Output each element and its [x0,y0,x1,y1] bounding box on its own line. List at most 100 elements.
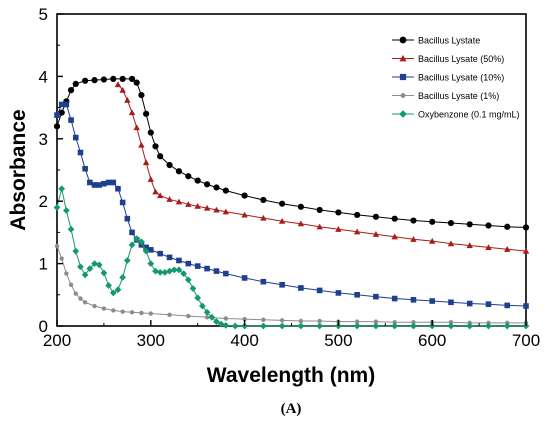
data-point [503,322,511,330]
data-point [148,247,154,253]
data-point [100,269,108,277]
data-point [194,177,201,184]
data-point [184,276,192,284]
data-point [222,187,229,194]
data-point [129,229,135,236]
data-point [372,213,380,220]
data-point [64,271,69,276]
y-tick-label: 1 [39,255,48,274]
data-point [101,306,107,311]
data-point [391,295,398,302]
data-point [208,313,216,321]
data-point [260,278,267,285]
data-point [101,180,107,187]
series-1 [53,75,530,231]
series-layer [53,75,530,330]
data-point [156,268,164,276]
data-point [448,299,454,306]
data-point [157,250,163,257]
data-point [278,322,286,330]
data-point [186,313,191,319]
data-point [59,256,64,261]
y-tick-label: 5 [39,5,48,24]
x-tick-label: 200 [43,331,71,350]
data-point [167,312,172,317]
data-point [354,292,360,298]
legend-label: Bacillus Lysate (50%) [418,54,504,64]
legend-marker [399,54,407,62]
data-point [139,310,144,316]
data-point [391,322,399,330]
series-line [56,78,527,228]
data-point [335,209,342,216]
data-point [259,322,267,330]
data-point [317,318,322,324]
data-point [152,267,159,275]
data-point [298,285,304,291]
data-point [297,322,305,330]
data-point [133,235,141,243]
data-point [316,287,323,294]
data-point [203,308,211,316]
data-point [175,168,183,175]
data-point [166,161,173,169]
data-point [241,211,248,218]
data-point [316,206,323,214]
data-point [166,196,173,202]
data-point [77,263,84,271]
data-point [54,112,60,118]
data-point [124,96,131,103]
data-point [128,109,136,116]
data-point [180,270,188,277]
data-point [119,75,126,82]
data-point [335,290,342,296]
data-point [161,268,169,276]
data-point [485,301,492,307]
data-point [68,282,74,288]
data-point [279,200,286,207]
legend-label: Oxybenzone (0.1 mg/mL) [418,110,520,120]
data-point [485,322,492,330]
data-point [217,320,225,328]
data-point [242,316,247,322]
data-point [138,238,145,246]
data-point [411,320,416,325]
data-point [223,316,229,321]
data-point [185,260,192,267]
data-point [110,179,117,186]
data-point [223,270,229,277]
data-point [166,267,173,275]
data-point [86,265,94,272]
data-point [522,224,530,231]
data-point [447,322,455,330]
data-point [373,293,379,300]
data-point [410,322,417,330]
data-point [447,219,455,227]
data-point [373,319,379,324]
data-point [138,92,145,99]
data-point [428,237,436,244]
data-point [63,101,70,108]
x-tick-label: 600 [418,331,446,350]
data-point [335,226,342,232]
data-point [213,318,220,326]
data-point [297,203,304,210]
data-point [372,322,380,330]
data-point [523,303,529,309]
legend: Bacillus Lystate Bacillus Lysate (50%) Bac… [392,36,520,120]
data-point [133,124,140,131]
data-point [261,317,266,322]
data-point [213,184,220,191]
data-point [316,223,323,230]
data-point [504,223,511,230]
data-point [72,134,79,141]
data-point [279,282,285,288]
data-point [213,206,220,213]
data-point [143,110,150,117]
data-point [152,143,159,150]
data-point [231,322,239,330]
data-point [92,303,97,309]
data-point [82,165,88,172]
data-point [372,231,380,237]
